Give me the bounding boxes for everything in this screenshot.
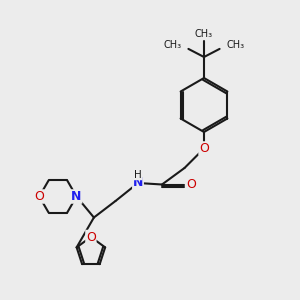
Text: H: H — [134, 169, 142, 180]
Text: CH₃: CH₃ — [226, 40, 244, 50]
Text: N: N — [71, 190, 82, 203]
Text: O: O — [34, 190, 44, 203]
Text: O: O — [86, 230, 96, 244]
Text: CH₃: CH₃ — [164, 40, 182, 50]
Text: O: O — [186, 178, 196, 191]
Text: CH₃: CH₃ — [195, 29, 213, 39]
Text: O: O — [199, 142, 209, 155]
Text: N: N — [133, 176, 143, 190]
